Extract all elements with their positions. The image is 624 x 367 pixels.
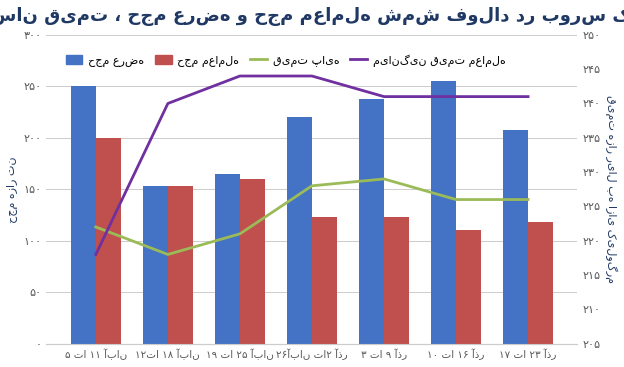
Bar bbox=[240, 179, 265, 344]
Legend: حجم عرضه, حجم معامله, قیمت پایه, میانگین قیمت معامله: حجم عرضه, حجم معامله, قیمت پایه, میانگین… bbox=[61, 50, 510, 71]
Bar bbox=[456, 230, 481, 344]
میانگین قیمت معامله bbox=[92, 252, 100, 257]
Bar bbox=[168, 186, 193, 344]
Line: قیمت پایه: قیمت پایه bbox=[96, 179, 528, 254]
Bar bbox=[96, 138, 121, 344]
میانگین قیمت معامله bbox=[524, 94, 532, 99]
میانگین قیمت معامله bbox=[452, 94, 460, 99]
Y-axis label: قیمت هزار ریال به ازای کیلوگرم: قیمت هزار ریال به ازای کیلوگرم bbox=[605, 95, 617, 283]
قیمت پایه bbox=[92, 225, 100, 229]
Bar bbox=[287, 117, 312, 344]
Line: میانگین قیمت معامله: میانگین قیمت معامله bbox=[96, 76, 528, 254]
Bar bbox=[503, 130, 528, 344]
Title: نوسان قیمت ، حجم عرضه و حجم معامله شمش فولاد در بورس کالا: نوسان قیمت ، حجم عرضه و حجم معامله شمش ف… bbox=[0, 7, 624, 26]
میانگین قیمت معامله bbox=[308, 74, 316, 78]
Y-axis label: حجم هزار تن: حجم هزار تن bbox=[7, 156, 18, 222]
قیمت پایه bbox=[236, 232, 243, 236]
قیمت پایه bbox=[380, 177, 388, 181]
قیمت پایه bbox=[164, 252, 172, 257]
قیمت پایه bbox=[452, 197, 460, 202]
میانگین قیمت معامله bbox=[236, 74, 243, 78]
قیمت پایه bbox=[524, 197, 532, 202]
Bar bbox=[71, 86, 96, 344]
میانگین قیمت معامله bbox=[380, 94, 388, 99]
Bar bbox=[384, 217, 409, 344]
قیمت پایه bbox=[308, 184, 316, 188]
Bar bbox=[528, 222, 553, 344]
Bar bbox=[359, 99, 384, 344]
میانگین قیمت معامله bbox=[164, 101, 172, 106]
Bar bbox=[431, 81, 456, 344]
Bar bbox=[215, 174, 240, 344]
Bar bbox=[143, 186, 168, 344]
Bar bbox=[312, 217, 337, 344]
